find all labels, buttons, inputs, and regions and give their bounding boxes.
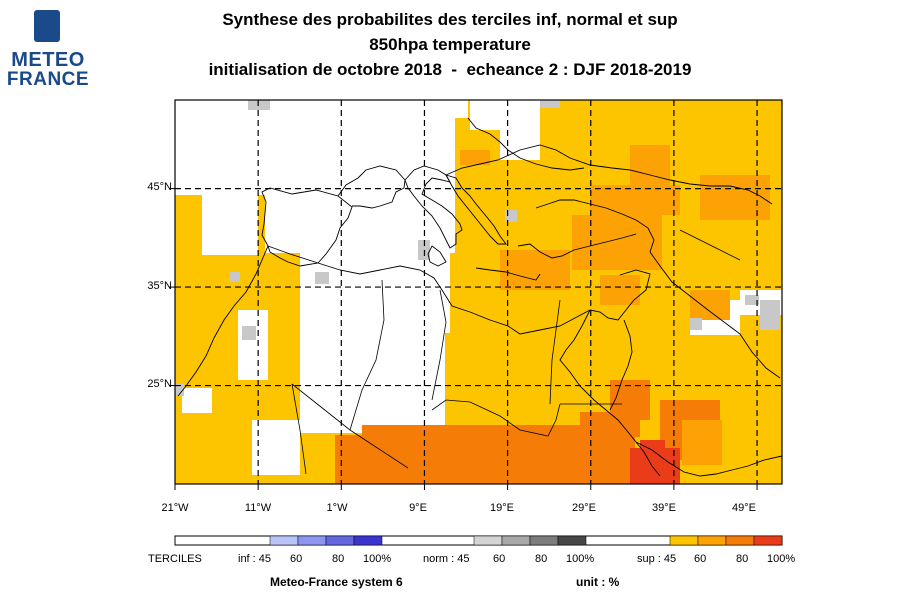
logo-emblem-icon xyxy=(34,10,60,42)
logo-text-line2: FRANCE xyxy=(6,69,90,90)
footer-system: Meteo-France system 6 xyxy=(270,575,403,589)
probability-cell xyxy=(610,380,650,420)
meteo-france-logo: METEO FRANCE xyxy=(6,8,90,92)
probability-cell xyxy=(176,384,184,396)
probability-cell xyxy=(600,275,640,305)
probability-cell xyxy=(258,100,468,118)
legend-swatch xyxy=(529,535,559,546)
probability-cell xyxy=(572,215,662,270)
legend-swatch xyxy=(557,535,587,546)
probability-cell xyxy=(265,118,455,253)
probability-cell xyxy=(175,100,265,195)
probability-cell xyxy=(300,253,450,333)
probability-cells xyxy=(175,100,782,484)
legend-swatch xyxy=(725,535,755,546)
probability-cell xyxy=(335,435,635,484)
axis-ticks xyxy=(169,188,758,490)
probability-cell xyxy=(238,310,268,380)
probability-cell xyxy=(242,326,256,340)
map-subtitle-initialisation: initialisation de octobre 2018 - echeanc… xyxy=(208,60,692,79)
legend-norm-label: 60 xyxy=(493,553,506,565)
legend-swatch xyxy=(669,535,699,546)
legend-color-bar xyxy=(174,535,783,546)
x-tick-label: 1°W xyxy=(326,502,348,514)
probability-cell xyxy=(202,195,258,255)
probability-cell xyxy=(682,420,722,465)
country-borders xyxy=(291,229,741,475)
legend-terciles-label: TERCILES xyxy=(148,553,202,565)
probability-cell xyxy=(252,420,300,475)
legend-sup-label: sup : 45 xyxy=(637,553,677,565)
legend-swatch xyxy=(269,535,299,546)
probability-cell xyxy=(182,388,212,413)
map-title: Synthese des probabilites des terciles i… xyxy=(222,10,678,29)
probability-cell xyxy=(460,150,490,165)
footer-unit: unit : % xyxy=(576,575,620,589)
probability-cell xyxy=(690,318,702,330)
legend-inf-label: 100% xyxy=(363,553,392,565)
probability-cell xyxy=(700,175,770,220)
x-tick-label: 9°E xyxy=(409,502,427,514)
probability-cell xyxy=(500,130,540,160)
legend-inf-label: inf : 45 xyxy=(238,553,272,565)
probability-cell xyxy=(470,100,540,130)
legend-norm-label: 80 xyxy=(535,553,548,565)
legend-sup-label: 60 xyxy=(694,553,707,565)
x-tick-label: 19°E xyxy=(490,502,514,514)
probability-cell xyxy=(640,440,665,452)
legend-inf-label: 80 xyxy=(332,553,345,565)
x-tick-label: 11°W xyxy=(244,502,272,514)
legend-swatch xyxy=(697,535,727,546)
probability-cell xyxy=(590,185,680,215)
legend-swatch xyxy=(753,535,783,546)
legend-sup-label: 100% xyxy=(767,553,796,565)
probability-cell xyxy=(760,300,780,330)
lat-lon-grid xyxy=(175,100,782,484)
logo-text-line1: METEO xyxy=(11,49,85,71)
legend-swatch xyxy=(501,535,531,546)
legend-norm-label: norm : 45 xyxy=(423,553,470,565)
x-tick-label: 29°E xyxy=(572,502,596,514)
legend-swatch xyxy=(297,535,327,546)
x-tick-label: 49°E xyxy=(732,502,756,514)
y-tick-label: 25°N xyxy=(147,378,172,390)
map-subtitle-variable: 850hpa temperature xyxy=(369,35,531,54)
coastlines xyxy=(177,117,783,477)
x-tick-label: 21°W xyxy=(161,502,189,514)
legend-norm-label: 100% xyxy=(566,553,595,565)
probability-cell xyxy=(540,100,560,108)
probability-cell xyxy=(362,425,612,437)
probability-cell xyxy=(690,290,730,320)
legend-swatch xyxy=(473,535,503,546)
probability-cell xyxy=(230,272,240,282)
x-tick-label: 39°E xyxy=(652,502,676,514)
probability-cell xyxy=(505,210,517,222)
probability-cell xyxy=(315,272,329,284)
probability-cell xyxy=(500,250,570,290)
probability-cell xyxy=(630,145,670,185)
y-tick-label: 45°N xyxy=(147,181,172,193)
probability-cell xyxy=(630,448,680,484)
legend-sup-label: 80 xyxy=(736,553,749,565)
probability-cell xyxy=(300,333,445,433)
map-frame xyxy=(174,99,783,485)
legend-inf-label: 60 xyxy=(290,553,303,565)
legend-swatch xyxy=(353,535,383,546)
probability-cell xyxy=(745,295,759,305)
legend-swatch xyxy=(325,535,355,546)
probability-cell xyxy=(248,100,270,110)
y-tick-label: 35°N xyxy=(147,280,172,292)
